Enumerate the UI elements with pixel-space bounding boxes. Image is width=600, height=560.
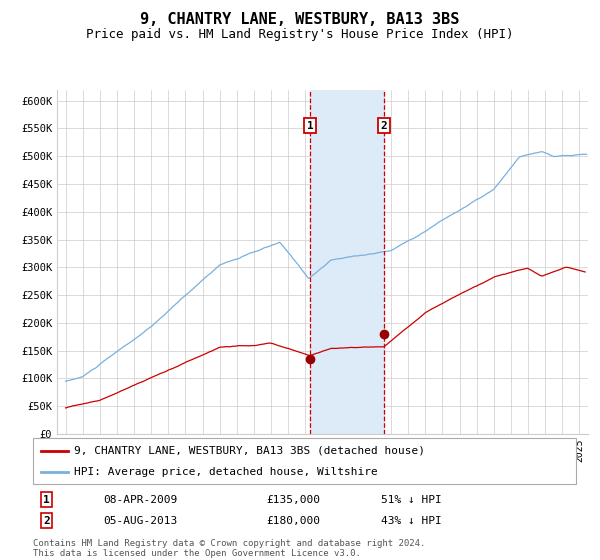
- Text: Price paid vs. HM Land Registry's House Price Index (HPI): Price paid vs. HM Land Registry's House …: [86, 28, 514, 41]
- Text: £135,000: £135,000: [266, 495, 320, 505]
- Text: This data is licensed under the Open Government Licence v3.0.: This data is licensed under the Open Gov…: [33, 548, 361, 558]
- Text: 2: 2: [43, 516, 50, 526]
- Text: 08-APR-2009: 08-APR-2009: [104, 495, 178, 505]
- Text: HPI: Average price, detached house, Wiltshire: HPI: Average price, detached house, Wilt…: [74, 467, 377, 477]
- Bar: [310, 90, 384, 434]
- Text: Contains HM Land Registry data © Crown copyright and database right 2024.: Contains HM Land Registry data © Crown c…: [33, 539, 425, 548]
- Text: 1: 1: [307, 121, 313, 131]
- Text: 9, CHANTRY LANE, WESTBURY, BA13 3BS: 9, CHANTRY LANE, WESTBURY, BA13 3BS: [140, 12, 460, 27]
- Text: 51% ↓ HPI: 51% ↓ HPI: [380, 495, 441, 505]
- Text: 1: 1: [43, 495, 50, 505]
- Text: 05-AUG-2013: 05-AUG-2013: [104, 516, 178, 526]
- Text: 2: 2: [381, 121, 388, 131]
- Text: 43% ↓ HPI: 43% ↓ HPI: [380, 516, 441, 526]
- Text: £180,000: £180,000: [266, 516, 320, 526]
- Text: 9, CHANTRY LANE, WESTBURY, BA13 3BS (detached house): 9, CHANTRY LANE, WESTBURY, BA13 3BS (det…: [74, 446, 425, 456]
